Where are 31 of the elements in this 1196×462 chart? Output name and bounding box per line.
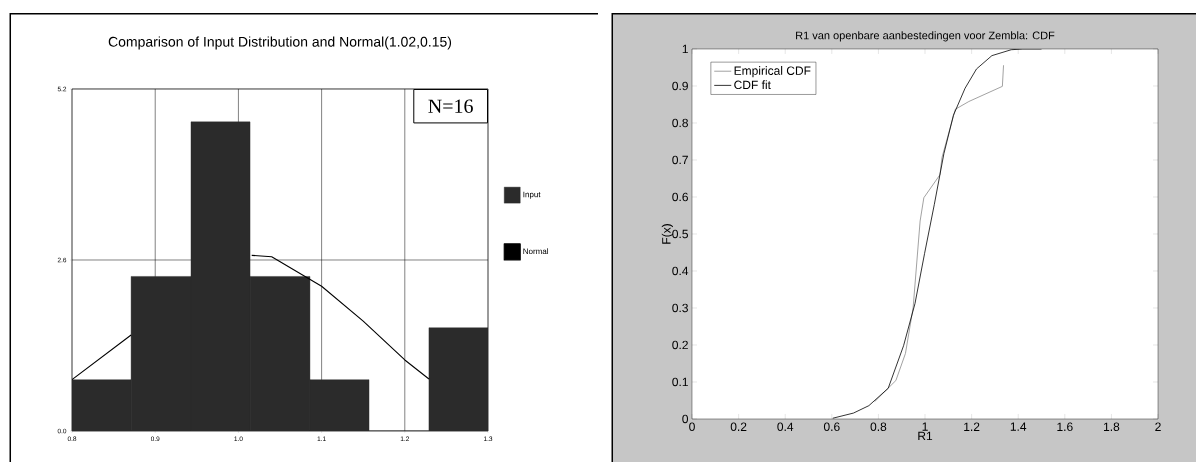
y-tick-label: 0 [682,414,689,424]
line-series [874,64,1004,402]
legend-label: Input [523,191,541,199]
y-tick-label: 0.1 [672,377,688,387]
y-axis-title: F(x) [661,224,673,244]
chart-title: R1 van openbare aanbestedingen voor Zembla: CDF [796,31,1055,42]
y-tick-label: 0.5 [672,229,688,239]
legend-label: CDF fit [734,80,771,90]
x-tick-label: 1.8 [1103,422,1120,432]
y-tick-label: 1 [682,44,688,54]
annotation: N=16 [428,99,473,113]
x-tick-label: 2 [1155,422,1161,431]
y-tick-label: 0.8 [672,118,688,128]
x-tick-label: 1.4 [1010,422,1027,431]
y-tick-label: 0.9 [672,81,688,91]
x-tick-label: 1.6 [1057,422,1073,432]
x-axis-title: R1 [918,431,933,441]
y-tick-label: 0.4 [672,266,689,276]
x-tick-label: 0.8 [870,422,887,432]
chart-title: Comparison of Input Distribution and Normal(1.02,0.15) [108,36,452,50]
x-tick-label: 0.6 [823,422,840,432]
y-tick-label: 0.6 [672,192,688,202]
y-tick-label: 0.3 [672,303,688,313]
legend-label: Empirical CDF [734,66,811,78]
legend-label: Normal [523,248,549,255]
x-tick-label: 0.4 [777,422,794,432]
y-tick-label: 0.2 [672,340,688,350]
y-tick-label: 0.7 [672,155,688,165]
x-tick-label: 0.2 [730,422,747,432]
x-tick-label: 1.2 [964,422,980,431]
x-tick-label: 1 [922,422,928,431]
